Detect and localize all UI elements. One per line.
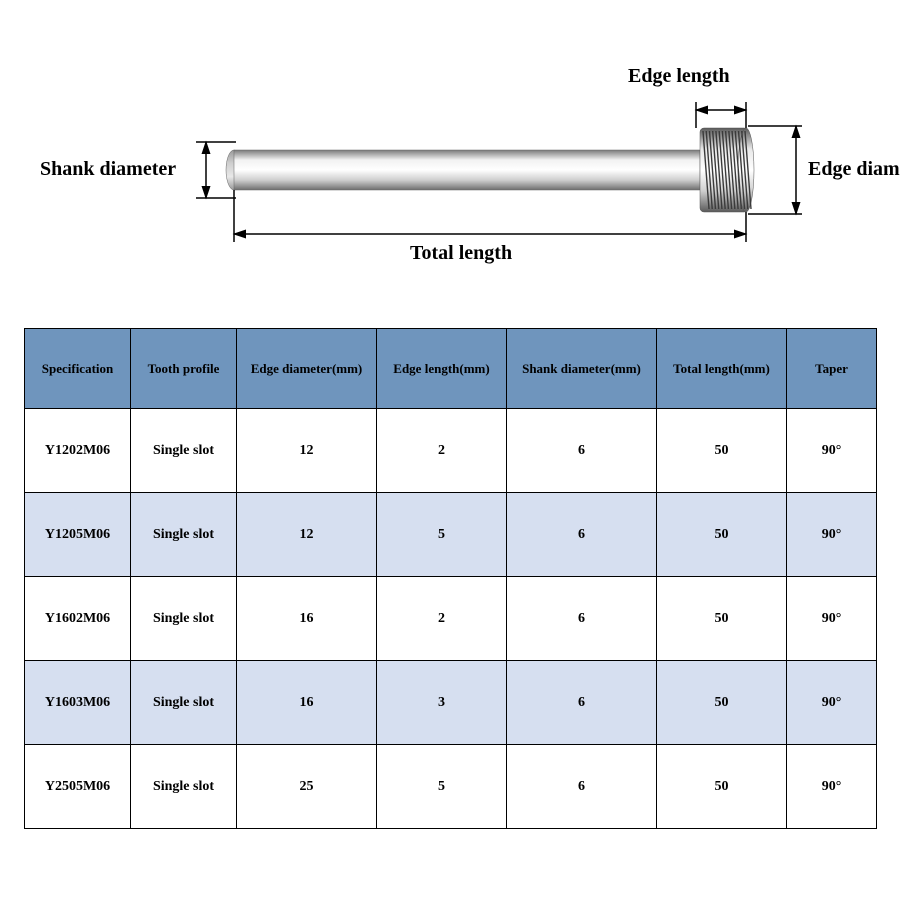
tool-diagram: Shank diameter Edge length Edge diameter… [40, 50, 860, 300]
table-cell: 5 [377, 745, 507, 829]
table-cell: 6 [507, 577, 657, 661]
table-cell: 90° [787, 493, 877, 577]
spec-col-header: Total length(mm) [657, 329, 787, 409]
spec-table: SpecificationTooth profileEdge diameter(… [24, 328, 877, 829]
table-cell: Y1602M06 [25, 577, 131, 661]
label-shank-diameter: Shank diameter [40, 158, 176, 181]
table-cell: 50 [657, 661, 787, 745]
table-cell: Single slot [131, 493, 237, 577]
table-cell: Y2505M06 [25, 745, 131, 829]
spec-col-header: Edge length(mm) [377, 329, 507, 409]
label-edge-length: Edge length [628, 65, 730, 88]
spec-col-header: Tooth profile [131, 329, 237, 409]
table-cell: 12 [237, 409, 377, 493]
table-cell: Y1202M06 [25, 409, 131, 493]
table-cell: 90° [787, 745, 877, 829]
table-cell: 5 [377, 493, 507, 577]
table-cell: 6 [507, 493, 657, 577]
table-row: Y2505M06Single slot25565090° [25, 745, 877, 829]
spec-col-header: Edge diameter(mm) [237, 329, 377, 409]
table-cell: 6 [507, 745, 657, 829]
table-cell: Single slot [131, 577, 237, 661]
table-cell: 25 [237, 745, 377, 829]
spec-header-row: SpecificationTooth profileEdge diameter(… [25, 329, 877, 409]
spec-col-header: Shank diameter(mm) [507, 329, 657, 409]
table-row: Y1205M06Single slot12565090° [25, 493, 877, 577]
table-cell: 50 [657, 745, 787, 829]
table-cell: 90° [787, 409, 877, 493]
table-cell: 6 [507, 661, 657, 745]
table-row: Y1202M06Single slot12265090° [25, 409, 877, 493]
table-cell: 2 [377, 577, 507, 661]
table-cell: 90° [787, 661, 877, 745]
table-cell: 16 [237, 577, 377, 661]
table-cell: Single slot [131, 661, 237, 745]
table-cell: 50 [657, 409, 787, 493]
label-total-length: Total length [410, 242, 512, 265]
spec-table-wrap: SpecificationTooth profileEdge diameter(… [24, 328, 876, 829]
table-cell: 90° [787, 577, 877, 661]
spec-col-header: Taper [787, 329, 877, 409]
table-cell: 50 [657, 493, 787, 577]
table-cell: 12 [237, 493, 377, 577]
spec-col-header: Specification [25, 329, 131, 409]
spec-tbody: Y1202M06Single slot12265090°Y1205M06Sing… [25, 409, 877, 829]
table-row: Y1603M06Single slot16365090° [25, 661, 877, 745]
table-cell: Single slot [131, 409, 237, 493]
table-cell: 3 [377, 661, 507, 745]
table-cell: Y1603M06 [25, 661, 131, 745]
table-cell: 16 [237, 661, 377, 745]
table-row: Y1602M06Single slot16265090° [25, 577, 877, 661]
table-cell: Single slot [131, 745, 237, 829]
table-cell: 6 [507, 409, 657, 493]
label-edge-diameter: Edge diameter [808, 158, 900, 181]
table-cell: 50 [657, 577, 787, 661]
table-cell: Y1205M06 [25, 493, 131, 577]
table-cell: 2 [377, 409, 507, 493]
